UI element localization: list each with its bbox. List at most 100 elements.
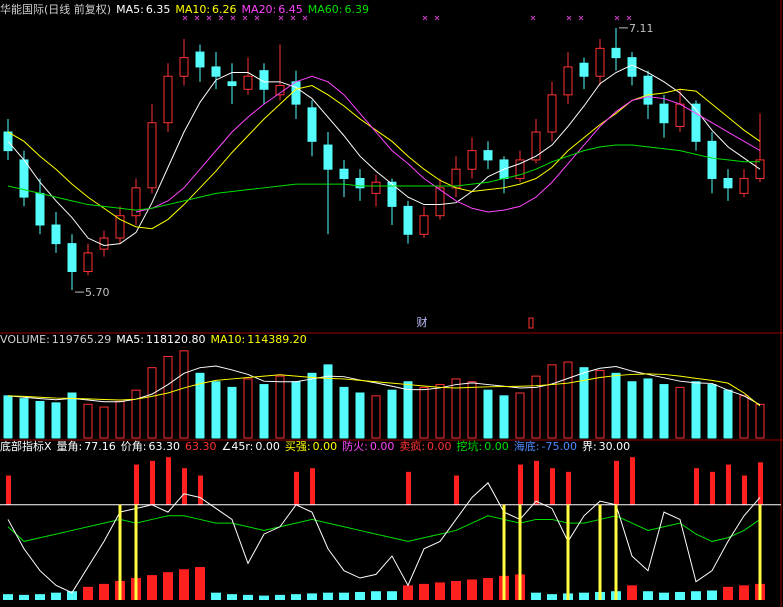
readout-name: 挖坑: [456, 440, 483, 453]
top-bar [198, 475, 203, 505]
histogram-bar [723, 586, 733, 600]
legend-value: 6.35 [145, 3, 171, 16]
candle-body [307, 107, 317, 142]
volume-bar [67, 392, 77, 439]
volume-bar [83, 403, 93, 439]
histogram-bar [35, 594, 45, 600]
volume-ma-line [7, 373, 761, 407]
high-label: 7.11 [629, 22, 654, 35]
histogram-bar [275, 594, 285, 600]
candle-body [163, 75, 173, 124]
legend-name: MA60: [307, 3, 343, 16]
volume-bar [243, 378, 253, 439]
top-bar [742, 475, 747, 505]
candle-body [611, 47, 621, 59]
volume-bar [307, 372, 317, 439]
volume-bar [627, 381, 637, 439]
indicator-line [7, 482, 761, 594]
volume-bar [675, 386, 685, 439]
top-bar [758, 462, 763, 505]
volume-bar [403, 381, 413, 439]
legend-value: 114389.20 [247, 333, 307, 346]
candle-body [659, 103, 669, 124]
ma-line [7, 144, 760, 211]
chart-title: 华能国际(日线 前复权) [0, 3, 112, 16]
volume-bar [611, 372, 621, 439]
histogram-bar [435, 582, 445, 600]
candle-body [195, 51, 205, 68]
volume-bar [211, 381, 221, 439]
readout-name: 界: [581, 440, 597, 453]
candle-body [291, 81, 301, 105]
top-bar [534, 460, 539, 505]
volume-bar [323, 364, 333, 439]
volume-bar [339, 386, 349, 439]
histogram-bar [307, 593, 317, 600]
volume-bar [739, 395, 749, 439]
histogram-bar [179, 569, 189, 600]
candle-body [179, 57, 189, 77]
histogram-bar [739, 585, 749, 600]
histogram-bar [371, 591, 381, 600]
readout-value: 63.30 [184, 440, 217, 453]
signal-line [7, 515, 761, 542]
top-bar [6, 475, 11, 505]
histogram-bar [387, 591, 397, 600]
histogram-bar [67, 591, 77, 600]
candle-body [147, 122, 157, 189]
top-bar [630, 457, 635, 505]
candle-body [227, 81, 237, 87]
signal-crosses [182, 15, 632, 21]
volume-bar [387, 389, 397, 439]
legend-value: 118120.80 [146, 333, 206, 346]
candle-body [451, 168, 461, 189]
low-label: 5.70 [85, 286, 110, 299]
volume-bar [195, 372, 205, 439]
volume-bar [163, 355, 173, 439]
candle-body [371, 181, 381, 194]
volume-bar [659, 384, 669, 439]
readout-name: 量角: [56, 440, 83, 453]
volume-bar [707, 384, 717, 439]
legend-name: MA20: [241, 3, 277, 16]
histogram-bar [531, 592, 541, 600]
top-bar [518, 464, 523, 505]
candle-body [419, 215, 429, 235]
volume-bar [291, 381, 301, 439]
histogram-bar [675, 591, 685, 600]
histogram-bar [339, 592, 349, 600]
histogram-bar [195, 567, 205, 600]
candle-body [211, 66, 221, 77]
top-bar [310, 468, 315, 505]
readout-value: 30.00 [598, 440, 631, 453]
histogram-bar [419, 583, 429, 600]
legend-value: 119765.29 [51, 333, 112, 346]
histogram-bar [323, 592, 333, 600]
legend-name: MA5: [116, 3, 144, 16]
candle-body [483, 150, 493, 161]
legend-value: 6.45 [278, 3, 303, 16]
histogram-bar [643, 591, 653, 600]
candle-body [707, 140, 717, 180]
histogram-bar [659, 592, 669, 600]
histogram-bar [707, 590, 717, 600]
volume-bar [371, 395, 381, 439]
volume-bar [115, 400, 125, 439]
candle-body [51, 224, 61, 245]
ma-line [7, 64, 761, 246]
histogram-bar [451, 580, 461, 600]
volume-bar [643, 378, 653, 439]
histogram-bar [51, 592, 61, 600]
volume-bar [275, 375, 285, 439]
readout-value: 77.16 [84, 440, 116, 453]
top-bar [134, 464, 139, 505]
candle-body [643, 75, 653, 105]
volume-bar [547, 364, 557, 439]
volume-bar [99, 406, 109, 439]
histogram-bar [627, 585, 637, 600]
candle-body [547, 94, 557, 133]
candle-body [67, 243, 77, 272]
top-bar [614, 460, 619, 505]
readout-name: 价角: [120, 440, 147, 453]
